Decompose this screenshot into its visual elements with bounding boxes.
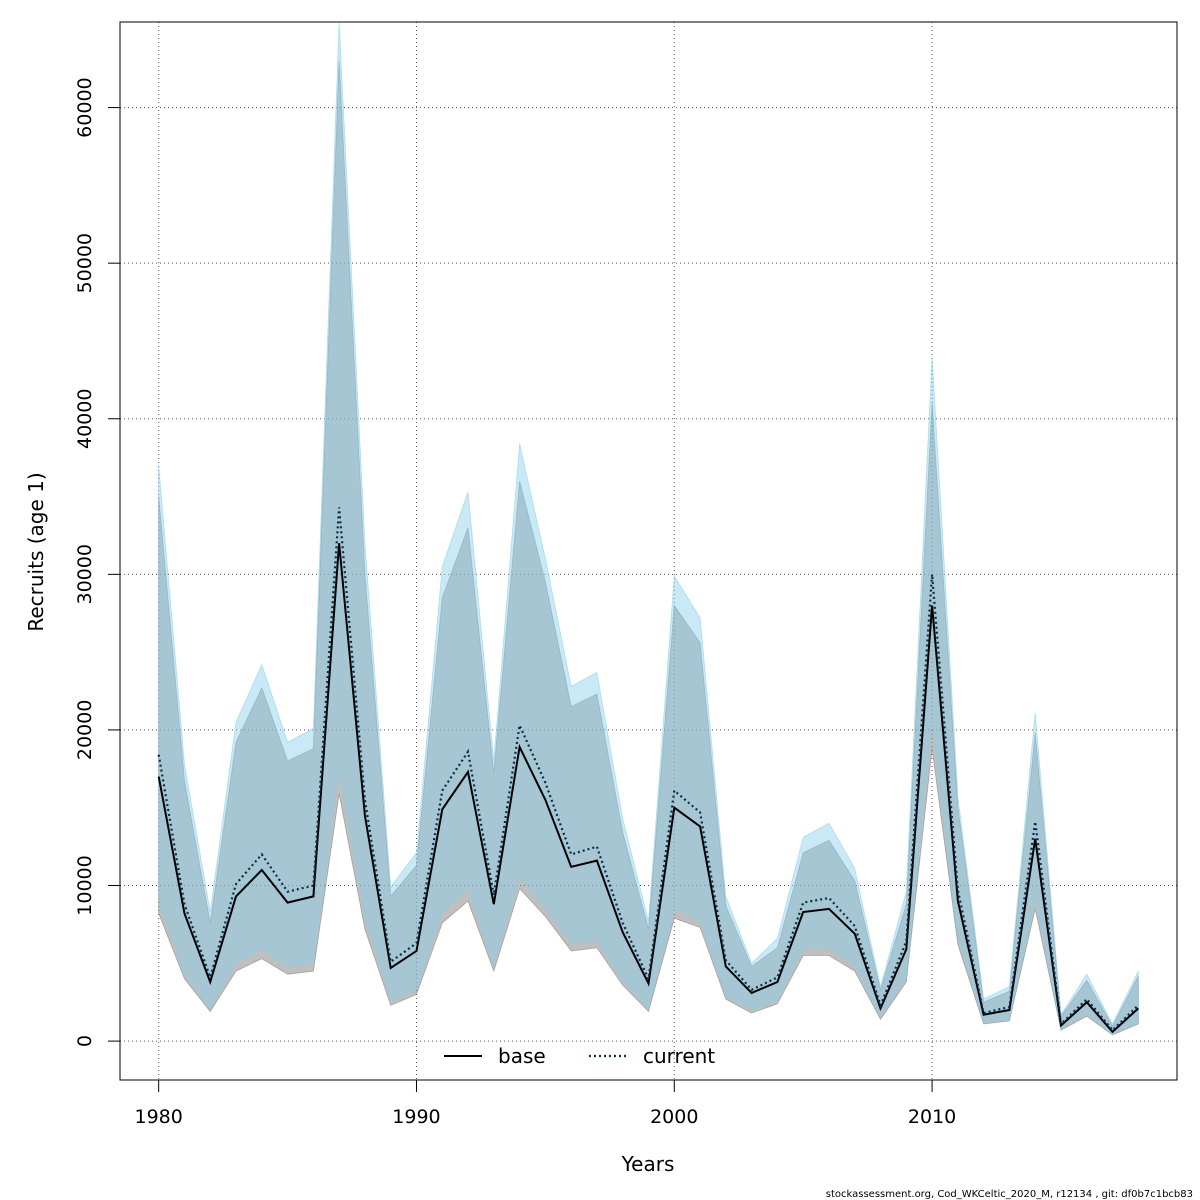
y-tick-label-50000: 50000: [74, 233, 96, 293]
band-base: [158, 60, 1139, 1036]
axes: 1980 1990 2000 2010 0 10000 20000 30000 40000 500…: [74, 77, 956, 1128]
series-lines: [157, 507, 1140, 1034]
x-tick-label-2000: 2000: [650, 1106, 698, 1128]
y-tick-label-10000: 10000: [74, 855, 96, 915]
y-axis-title: Recruits (age 1): [24, 472, 48, 631]
y-tick-label-0: 0: [74, 1035, 96, 1047]
legend-label-current: current: [643, 1044, 715, 1068]
x-tick-label-1980: 1980: [134, 1106, 182, 1128]
legend: base current: [444, 1044, 715, 1068]
y-tick-label-20000: 20000: [74, 700, 96, 760]
x-tick-label-2010: 2010: [908, 1106, 956, 1128]
x-axis-title: Years: [621, 1152, 675, 1176]
footer-credit: stockassessment.org, Cod_WKCeltic_2020_M…: [826, 1189, 1193, 1200]
y-tick-label-30000: 30000: [74, 544, 96, 604]
legend-label-base: base: [498, 1044, 546, 1068]
confidence-bands: [158, 21, 1139, 1036]
band-current: [158, 21, 1139, 1035]
x-tick-label-1990: 1990: [392, 1106, 440, 1128]
y-tick-label-40000: 40000: [74, 389, 96, 449]
y-tick-label-60000: 60000: [74, 77, 96, 137]
line-base: [157, 543, 1139, 1034]
